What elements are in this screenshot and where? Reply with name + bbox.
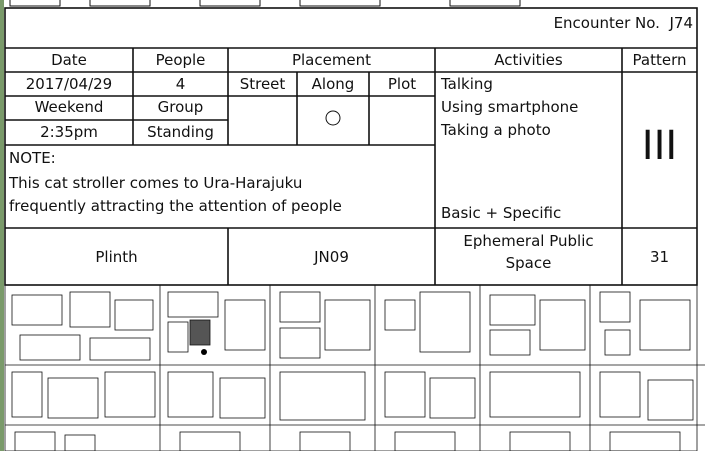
cell: Weekend: [34, 98, 104, 116]
header: Date: [51, 51, 87, 69]
pattern: III: [641, 123, 678, 169]
map: [4, 284, 705, 451]
cell: Standing: [147, 123, 214, 141]
placement-mark: [325, 110, 341, 126]
note-line: This cat stroller comes to Ura-Harajuku: [9, 174, 303, 192]
table-grid: [4, 7, 698, 286]
cell: 4: [175, 75, 186, 93]
footer-cell: 31: [649, 248, 670, 266]
encounter-title: Encounter No.: [553, 14, 660, 32]
cell: 2:35pm: [40, 123, 98, 141]
sub-header: Along: [311, 75, 355, 93]
encounter-label: Encounter No. J74: [554, 14, 693, 32]
footer-cell: Ephemeral Public Space: [463, 232, 594, 272]
header: Placement: [291, 51, 372, 69]
cell: Group: [157, 98, 204, 116]
footer-cell: Plinth: [95, 248, 138, 266]
activity-type: Basic + Specific: [441, 204, 562, 222]
encounter-code: J74: [669, 14, 693, 32]
top-map-strip: [9, 0, 521, 7]
activity: Using smartphone: [441, 98, 579, 116]
note-label: NOTE:: [9, 149, 56, 167]
footer-cell: JN09: [314, 248, 349, 266]
header: Activities: [494, 51, 563, 69]
activity: Talking: [441, 75, 493, 93]
activity: Taking a photo: [441, 121, 551, 139]
note-line: frequently attracting the attention of p…: [9, 197, 342, 215]
header: Pattern: [632, 51, 687, 69]
sub-header: Street: [239, 75, 286, 93]
cell: 2017/04/29: [25, 75, 113, 93]
edge-strip: [0, 0, 4, 451]
header: People: [155, 51, 206, 69]
sub-header: Plot: [387, 75, 417, 93]
